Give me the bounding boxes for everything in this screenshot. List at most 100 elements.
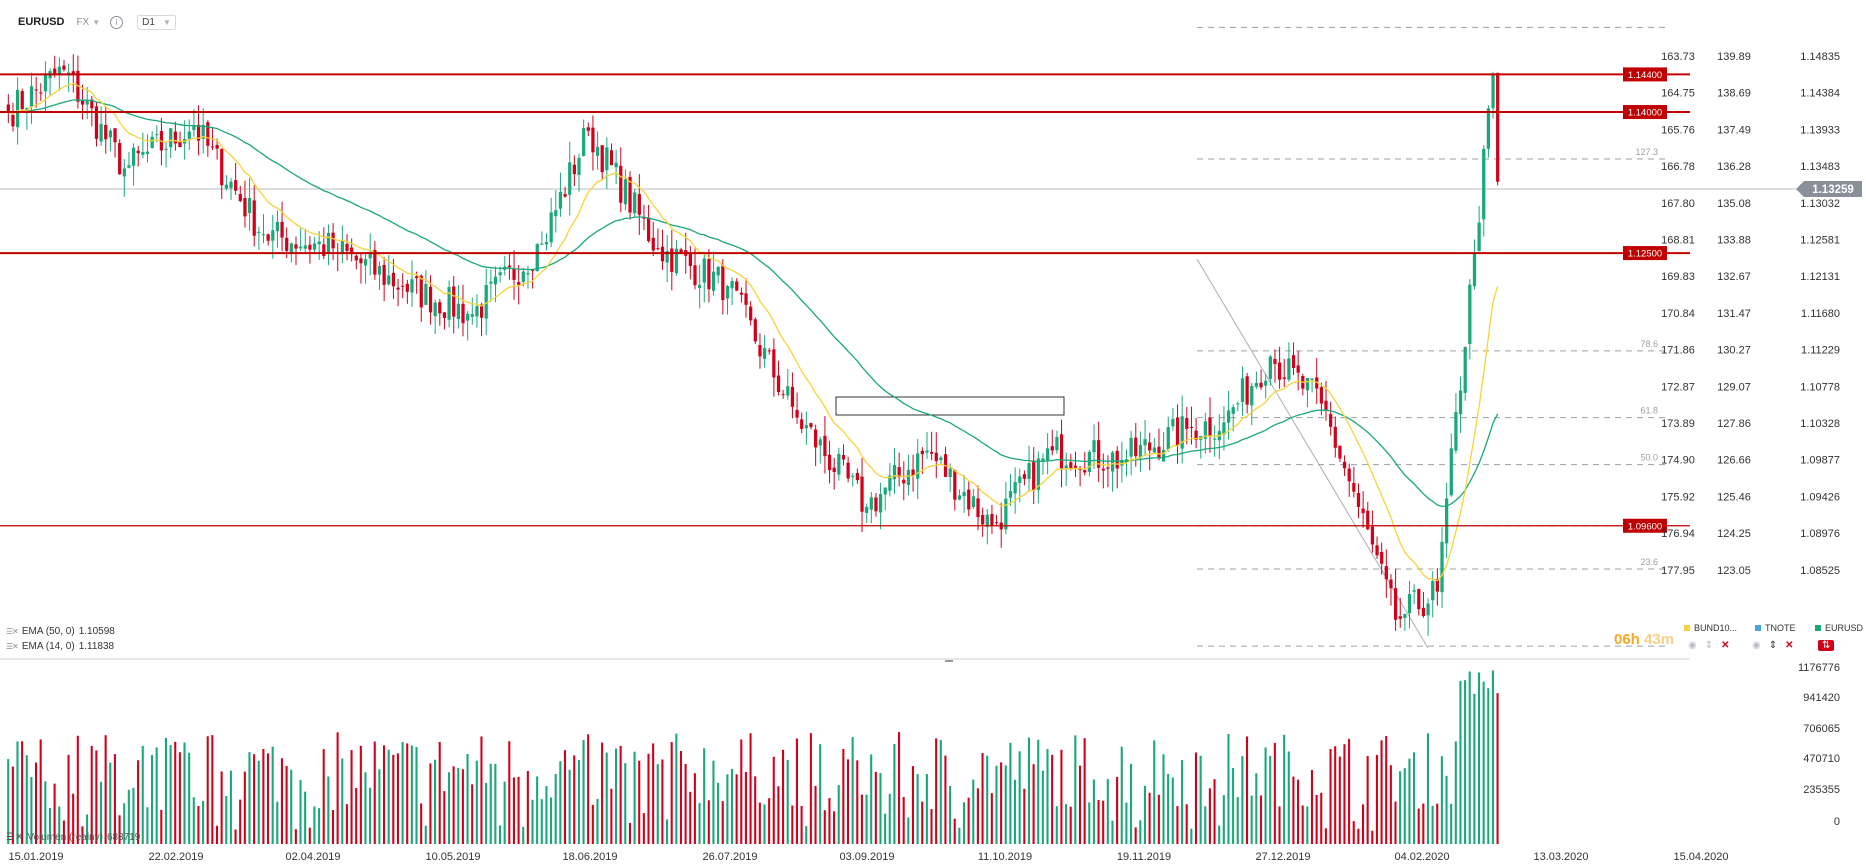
volume-bar — [647, 753, 650, 844]
candle-body — [1036, 458, 1040, 490]
legend-bund[interactable]: BUND10... — [1684, 623, 1737, 633]
indicator-menu-icon[interactable]: ☰✕ — [6, 832, 24, 843]
volume-bar — [986, 755, 989, 844]
volume-bar — [1399, 771, 1402, 844]
volume-bar — [1306, 806, 1309, 844]
date-tick-label: 27.12.2019 — [1255, 851, 1310, 863]
axis-tick-label: 174.90 — [1661, 455, 1695, 467]
volume-bar — [373, 741, 376, 844]
candle-body — [210, 146, 215, 148]
volume-bar — [406, 743, 409, 844]
reorder-icon[interactable]: ⇕ — [1768, 640, 1778, 651]
candle-body — [53, 68, 57, 76]
chevron-down-icon[interactable]: ▼ — [92, 17, 101, 27]
volume-bar — [1426, 733, 1430, 844]
info-icon[interactable]: i — [110, 15, 124, 29]
candle-body — [1333, 426, 1337, 448]
volume-bar — [1065, 804, 1068, 844]
volume-bar — [378, 769, 381, 844]
date-tick-label: 18.06.2019 — [562, 851, 617, 863]
candle-body — [466, 313, 470, 321]
volume-bar — [633, 751, 636, 844]
volume-bar — [1227, 734, 1230, 844]
indicator-ema50[interactable]: ☰✕ EMA (50, 0) 1.10598 — [6, 626, 115, 637]
candle-body — [155, 134, 159, 136]
volume-bar — [7, 759, 10, 844]
candle-body — [656, 248, 660, 250]
eye-icon[interactable]: ◉ — [1752, 640, 1761, 651]
market-label[interactable]: FX — [76, 16, 90, 28]
price-axes: 163.73 164.75 165.76 166.78 167.80 168.81 169.… — [1661, 51, 1862, 828]
candle-body — [108, 130, 113, 138]
eye-icon[interactable]: ◉ — [1688, 640, 1697, 651]
volume-bar — [930, 809, 933, 844]
volume-bar — [498, 825, 502, 844]
legend-tnote[interactable]: TNOTE — [1755, 623, 1796, 633]
volume-bar — [1297, 779, 1300, 844]
volume-bar — [34, 762, 38, 844]
volume-bar — [884, 813, 887, 844]
settings-icon[interactable]: ⇅ — [1818, 640, 1835, 651]
date-tick-label: 04.02.2020 — [1394, 851, 1449, 863]
volume-bar — [1032, 764, 1035, 844]
date-tick-label: 11.10.2019 — [978, 851, 1032, 863]
candle-body — [387, 275, 391, 285]
candle-body — [363, 259, 368, 266]
candle-body — [1482, 148, 1486, 220]
volume-bar — [215, 825, 219, 844]
volume-bar — [740, 739, 743, 844]
candle-body — [1347, 468, 1351, 482]
symbol-label[interactable]: EURUSD — [18, 16, 65, 28]
timeframe-select[interactable]: D1 ▼ — [137, 14, 176, 30]
legend-eurusd[interactable]: EURUSD — [1815, 623, 1863, 633]
axis-tick-label: 127.86 — [1717, 418, 1751, 430]
volume-bar — [763, 804, 766, 844]
candle-body — [461, 303, 465, 324]
candle-body — [238, 194, 242, 202]
candle-body — [90, 99, 94, 109]
candle-body — [1389, 579, 1393, 589]
candle-body — [1050, 446, 1054, 451]
volume-bar — [1078, 765, 1082, 844]
candle-body — [340, 240, 345, 253]
volume-bar — [656, 764, 659, 844]
volume-bar — [234, 829, 237, 844]
close-icon[interactable]: ✕ — [1721, 640, 1730, 651]
volume-bar — [164, 737, 167, 844]
indicator-ema14[interactable]: ☰✕ EMA (14, 0) 1.11838 — [6, 641, 114, 652]
date-tick-label: 10.05.2019 — [425, 851, 480, 863]
close-icon[interactable]: ✕ — [1785, 640, 1794, 651]
volume-bar — [1496, 693, 1499, 844]
candle-body — [1097, 440, 1101, 468]
candle-body — [382, 264, 386, 285]
candle-body — [447, 287, 451, 320]
volume-bar — [1352, 821, 1355, 844]
volume-bar — [1283, 734, 1286, 844]
indicator-menu-icon[interactable]: ☰✕ — [6, 627, 19, 636]
reorder-icon[interactable]: ⇕ — [1704, 640, 1714, 651]
volume-bar — [420, 803, 423, 844]
volume-indicator-label[interactable]: ☰✕ Volumen (realny) 683719 — [6, 832, 140, 843]
axis-tick-label: 137.49 — [1717, 124, 1751, 136]
volume-bar — [1236, 797, 1239, 844]
volume-bar — [554, 773, 557, 844]
candle-body — [1106, 467, 1110, 469]
volume-bar — [118, 815, 121, 844]
timeframe-value: D1 — [142, 16, 155, 28]
level-label: 1.12500 — [1628, 249, 1662, 260]
volume-bar — [480, 736, 483, 844]
volume-bar — [591, 804, 594, 844]
indicator-menu-icon[interactable]: ☰✕ — [6, 642, 19, 651]
candle-body — [762, 348, 767, 359]
candle-body — [1152, 447, 1156, 453]
candle-body — [475, 306, 479, 317]
volume-bar — [1422, 803, 1425, 844]
candle-body — [257, 231, 261, 233]
axis-tick-label: 172.87 — [1661, 381, 1695, 393]
volume-bar — [828, 798, 831, 844]
volume-bar — [605, 752, 608, 844]
volume-bar — [1417, 808, 1420, 844]
date-tick-label: 03.09.2019 — [839, 851, 894, 863]
volume-bar — [211, 735, 214, 844]
